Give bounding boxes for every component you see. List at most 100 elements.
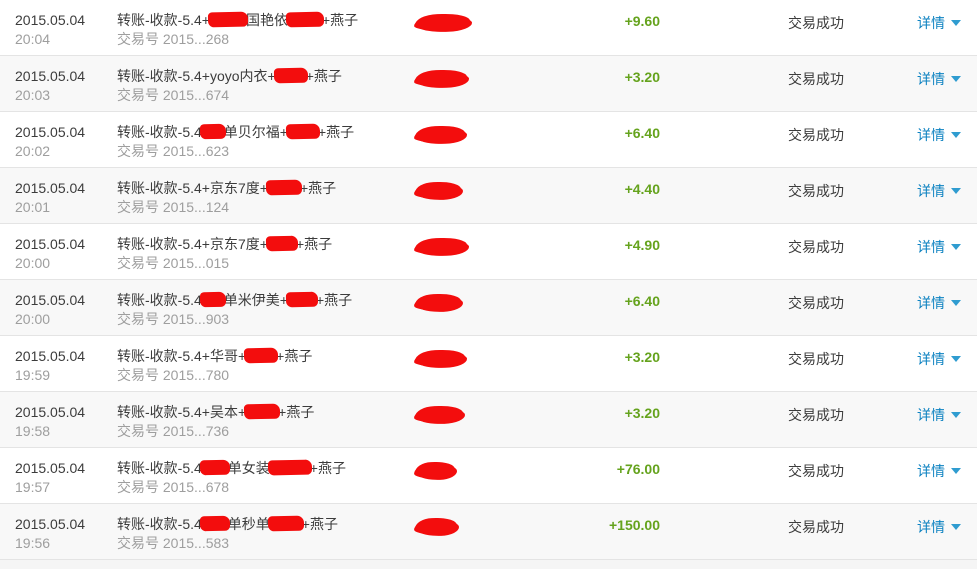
description-text: +燕子 (301, 516, 338, 532)
amount-cell: +150.00 (530, 515, 660, 533)
transaction-description: 转账-收款-5.4 单贝尔福+ +燕子 (117, 123, 415, 142)
status-cell: 交易成功 (660, 403, 917, 425)
detail-cell: 详情 (917, 123, 963, 145)
transaction-description: 转账-收款-5.4+华哥+ +燕子 (117, 347, 415, 366)
description-text: 转账-收款-5.4+京东7度+ (117, 236, 268, 252)
detail-link[interactable]: 详情 (917, 461, 961, 481)
amount-cell: +76.00 (530, 459, 660, 477)
description-text: 转账-收款-5.4 (117, 460, 202, 476)
detail-link[interactable]: 详情 (917, 125, 961, 145)
detail-link[interactable]: 详情 (917, 349, 961, 369)
redaction-mark (199, 459, 230, 476)
chevron-down-icon (951, 356, 961, 362)
description-cell: 转账-收款-5.4 单秒单 +燕子 交易号 2015...583 (117, 515, 415, 553)
detail-link[interactable]: 详情 (917, 13, 961, 33)
description-text: +燕子 (315, 292, 353, 308)
status-text: 交易成功 (788, 239, 844, 255)
chevron-down-icon (951, 244, 961, 250)
payer-cell (414, 11, 530, 34)
detail-link[interactable]: 详情 (917, 405, 961, 425)
redaction-mark (265, 179, 303, 196)
status-text: 交易成功 (788, 463, 844, 479)
redaction-mark (199, 515, 230, 532)
amount: +4.90 (624, 237, 660, 253)
description-cell: 转账-收款-5.4+ 国艳依 +燕子 交易号 2015...268 (117, 11, 415, 49)
detail-cell: 详情 (917, 179, 963, 201)
transaction-id: 交易号 2015...674 (117, 87, 230, 103)
status-cell: 交易成功 (660, 123, 917, 145)
description-text: 转账-收款-5.4+ (117, 12, 210, 28)
amount: +3.20 (624, 405, 660, 421)
transaction-id: 交易号 2015...780 (117, 367, 230, 383)
chevron-down-icon (951, 76, 961, 82)
detail-link[interactable]: 详情 (917, 181, 961, 201)
transaction-description: 转账-收款-5.4 单米伊美+ +燕子 (117, 291, 415, 310)
detail-link[interactable]: 详情 (917, 293, 961, 313)
chevron-down-icon (951, 468, 961, 474)
status-cell: 交易成功 (660, 459, 917, 481)
transaction-description: 转账-收款-5.4+吴本+ +燕子 (117, 403, 415, 422)
transaction-time: 20:04 (15, 31, 51, 47)
list-bottom-strip (0, 560, 977, 569)
description-text: 转账-收款-5.4 (117, 516, 202, 532)
detail-cell: 详情 (917, 291, 963, 313)
transaction-row: 2015.05.04 20:03 转账-收款-5.4+yoyo内衣+ +燕子 交易… (0, 56, 977, 112)
description-text: +燕子 (317, 124, 355, 140)
detail-link[interactable]: 详情 (917, 69, 961, 89)
payer-cell (414, 459, 530, 482)
chevron-down-icon (951, 188, 961, 194)
amount: +3.20 (624, 349, 660, 365)
description-text: +燕子 (299, 180, 337, 196)
status-text: 交易成功 (788, 183, 844, 199)
date-cell: 2015.05.04 19:58 (15, 403, 117, 441)
date-cell: 2015.05.04 19:56 (15, 515, 117, 553)
detail-link[interactable]: 详情 (917, 237, 961, 257)
date-cell: 2015.05.04 20:00 (15, 235, 117, 273)
amount-cell: +9.60 (530, 11, 660, 29)
transaction-date: 2015.05.04 (15, 12, 86, 28)
detail-link[interactable]: 详情 (917, 517, 961, 537)
status-cell: 交易成功 (660, 347, 917, 369)
amount: +6.40 (624, 293, 660, 309)
amount: +76.00 (616, 461, 660, 477)
description-text: +燕子 (305, 68, 342, 84)
description-text: 国艳依 (245, 12, 288, 28)
detail-cell: 详情 (917, 11, 963, 33)
status-cell: 交易成功 (660, 11, 917, 33)
status-cell: 交易成功 (660, 291, 917, 313)
detail-link-label: 详情 (917, 15, 945, 31)
amount-cell: +3.20 (530, 347, 660, 365)
status-text: 交易成功 (788, 295, 844, 311)
detail-link-label: 详情 (917, 239, 945, 255)
transaction-description: 转账-收款-5.4 单女装 +燕子 (117, 459, 415, 478)
transaction-date: 2015.05.04 (15, 460, 86, 476)
description-text: 转账-收款-5.4 (117, 124, 202, 140)
redaction-mark (273, 67, 308, 84)
description-text: 单贝尔福+ (223, 124, 288, 140)
payer-name-redaction (414, 349, 466, 368)
description-text: +燕子 (295, 236, 333, 252)
transaction-id: 交易号 2015...015 (117, 255, 230, 271)
description-cell: 转账-收款-5.4+吴本+ +燕子 交易号 2015...736 (117, 403, 415, 441)
payer-name-redaction (414, 69, 468, 88)
amount: +6.40 (624, 125, 660, 141)
description-text: +燕子 (309, 460, 346, 476)
transaction-date: 2015.05.04 (15, 236, 86, 252)
transaction-row: 2015.05.04 20:01 转账-收款-5.4+京东7度+ +燕子 交易号 … (0, 168, 977, 224)
transaction-id: 交易号 2015...903 (117, 311, 230, 327)
transaction-time: 19:58 (15, 423, 51, 439)
description-text: 转账-收款-5.4+华哥+ (117, 348, 247, 364)
payer-name-redaction (414, 405, 464, 424)
detail-cell: 详情 (917, 403, 963, 425)
amount-cell: +4.40 (530, 179, 660, 197)
status-text: 交易成功 (788, 15, 844, 31)
amount: +3.20 (624, 69, 660, 85)
description-text: 转账-收款-5.4+吴本+ (117, 404, 247, 420)
payer-cell (414, 403, 530, 426)
amount-cell: +6.40 (530, 123, 660, 141)
detail-cell: 详情 (917, 67, 963, 89)
amount: +4.40 (624, 181, 660, 197)
transaction-time: 19:56 (15, 535, 51, 551)
transaction-time: 20:01 (15, 199, 51, 215)
detail-link-label: 详情 (917, 127, 945, 143)
